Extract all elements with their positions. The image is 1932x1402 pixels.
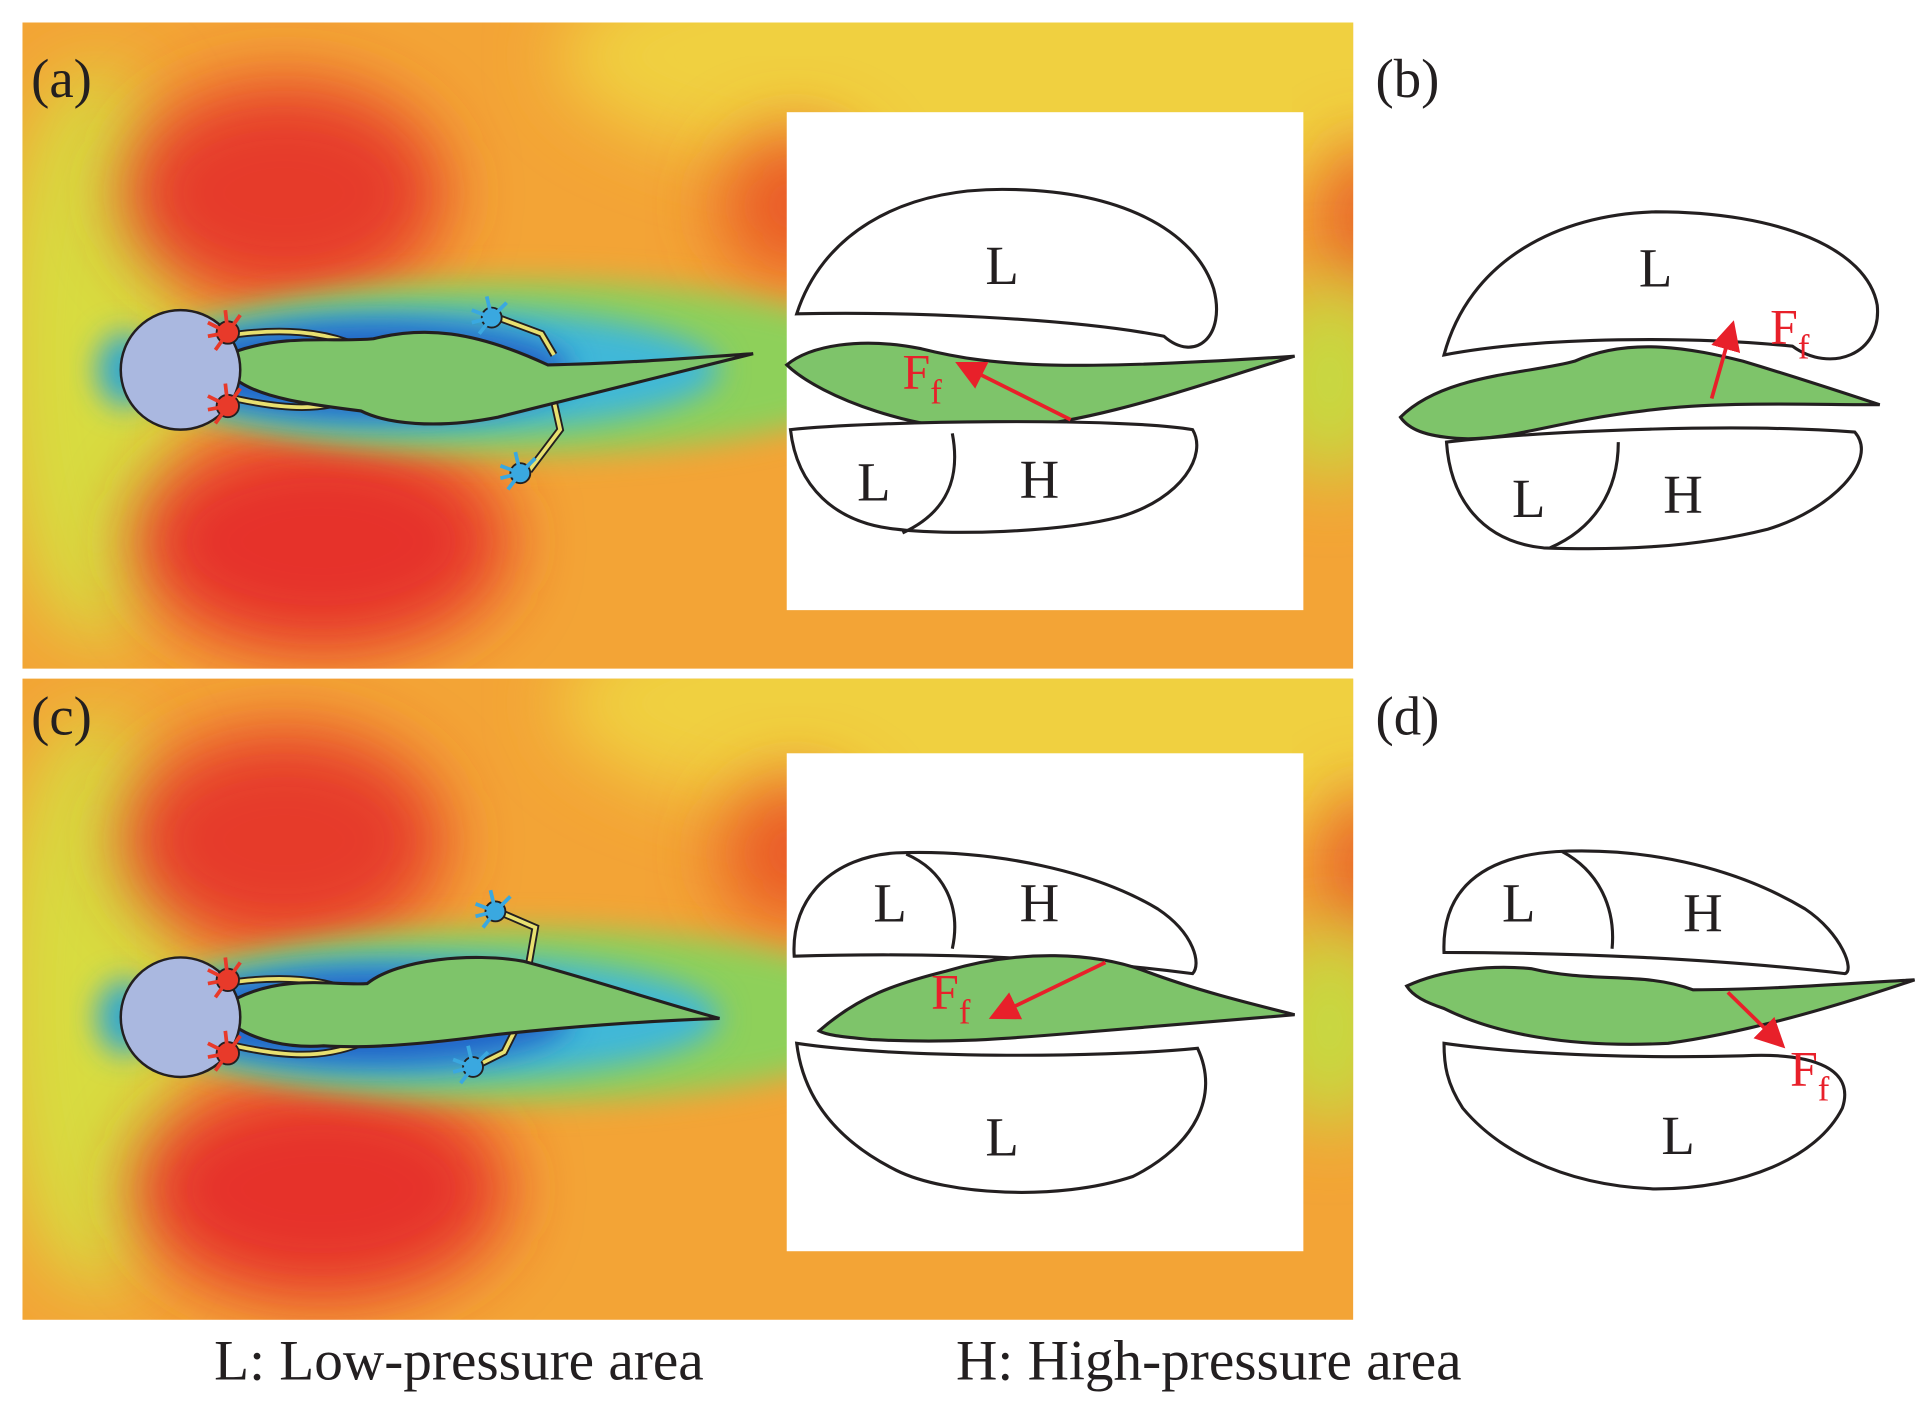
region-label: H [1663,464,1703,525]
panel-label: (a) [31,48,92,109]
force-symbol: F [1790,1042,1818,1097]
region-label: L [985,1106,1018,1167]
panel-label: (b) [1376,48,1440,109]
force-symbol: F [903,345,931,400]
region-label: L [1502,872,1535,933]
force-subscript: f [959,992,971,1031]
force-subscript: f [930,372,942,411]
robot-fish [119,294,754,492]
force-subscript: f [1798,328,1810,367]
robot-fish [119,888,720,1086]
schematic-b: L L H Ff [1398,210,1881,551]
force-symbol: F [1770,300,1798,355]
region-label: H [1683,882,1723,943]
region-label: H [1020,449,1060,510]
force-symbol: F [931,964,959,1019]
force-label: Ff [931,964,971,1031]
legend-entry: L: Low-pressure area [214,1329,704,1392]
region-label: L [1639,237,1672,298]
force-subscript: f [1818,1070,1830,1109]
force-label: Ff [1790,1042,1830,1109]
region-label: L [1512,468,1545,529]
force-label: Ff [903,345,943,412]
schematic-d: L H L Ff [1404,849,1916,1191]
region-label: L [985,235,1018,296]
force-label: Ff [1770,300,1810,367]
legend-entry: H: High-pressure area [956,1329,1461,1392]
region-label: L [1661,1105,1694,1166]
schematic-c: L H L Ff [792,850,1296,1194]
panel-label: (c) [31,686,92,747]
region-label: L [873,872,906,933]
schematic-a: L L H Ff [784,187,1296,535]
region-label: H [1020,872,1060,933]
region-label: L [857,452,890,513]
panel-label: (d) [1376,686,1440,747]
